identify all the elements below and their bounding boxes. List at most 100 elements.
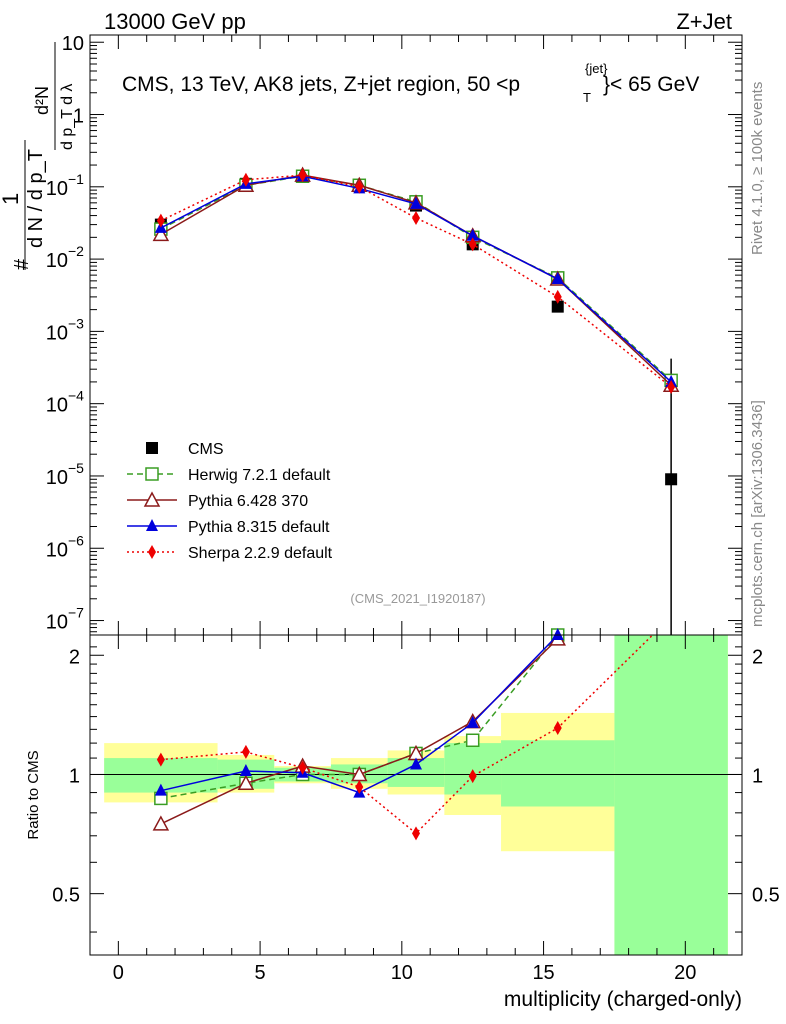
ratio-point [298,760,307,775]
y-tick-label-top: 10 [46,539,68,561]
ratio-point [355,779,364,794]
legend-marker [148,545,156,559]
ratio-point [553,721,562,736]
ylabel-lead: 1 [0,193,23,205]
analysis-id: (CMS_2021_I1920187) [350,591,485,606]
ratio-point [239,764,252,777]
y-tick-label-top-exp: −3 [68,315,84,331]
data-point [665,473,678,486]
ratio-point [241,744,250,759]
legend-marker [146,519,158,531]
ylabel-num: d²N [32,86,52,115]
legend-entry-3: Pythia 8.315 default [127,519,330,536]
data-point [156,213,165,228]
ratio-tick-label-right: 2 [752,646,763,668]
ratio-point [466,715,479,728]
header-right: Z+Jet [676,9,732,34]
legend-marker [146,442,158,454]
y-tick-label-top: 10 [46,250,68,272]
ratio-tick-label-right: 1 [752,765,763,787]
ratio-point [468,769,477,784]
series-line-top [160,174,672,388]
y-axis-label-ratio: Ratio to CMS [25,750,42,839]
band-green-6 [501,740,615,807]
series-4 [156,168,676,841]
y-tick-label-top: 10 [46,178,68,200]
ratio-tick-label-right: 0.5 [752,885,780,907]
series-1 [154,169,678,806]
ylabel-lead-den: d N / d p_T [25,149,47,248]
legend: CMS Herwig 7.2.1 default Pythia 6.428 370 P… [127,441,333,562]
band-green-5 [444,743,502,795]
y-tick-label-top: 10 [46,612,68,634]
ratio-point [465,733,480,748]
data-point [667,380,676,395]
plot-title: CMS, 13 TeV, AK8 jets, Z+jet region, 50 … [122,73,520,96]
legend-label: CMS [188,441,224,458]
rivet-label: Rivet 4.1.0, ≥ 100k events [749,82,766,255]
ratio-tick-label-left: 0.5 [52,885,80,907]
uncertainty-bands [90,635,742,955]
legend-entry-0: CMS [146,441,224,458]
ratio-point [412,826,420,841]
ratio-panel-frame [89,634,743,956]
data-point [410,196,422,209]
ratio-point [410,757,422,770]
y-tick-label-top: 10 [62,33,84,55]
ylabel-den: d p_T d λ [59,84,76,150]
legend-marker [143,491,161,507]
y-tick-label-top: 1 [73,106,84,128]
data-point [152,225,170,242]
x-tick-label: 10 [391,962,413,984]
ratio-point [237,774,255,791]
data-point [551,300,564,313]
x-tick-label: 5 [255,962,266,984]
data-point [355,179,364,194]
legend-entry-4: Sherpa 2.2.9 default [127,545,333,562]
data-point [466,228,479,241]
legend-label: Pythia 8.315 default [188,519,330,536]
y-tick-label-top: 10 [46,467,68,489]
y-tick-label-top-exp: −5 [68,460,84,476]
ratio-point [154,783,167,796]
legend-marker [145,467,159,481]
data-point [551,272,564,285]
legend-label: Pythia 6.428 370 [188,493,308,510]
ylabel-hash: # [11,258,33,270]
ratio-point [551,628,564,640]
data-point [298,168,307,183]
y-axis-label-top: # 1 d N / d p_T d²N d p_T d λ [0,42,76,270]
x-axis-label: multiplicity (charged-only) [504,988,742,1011]
legend-label: Herwig 7.2.1 default [188,467,331,484]
y-tick-label-top-exp: −7 [68,605,84,621]
y-tick-label-top: 10 [46,395,68,417]
x-tick-label: 20 [674,962,696,984]
series-line-ratio [160,635,654,835]
legend-label: Sherpa 2.2.9 default [188,545,333,562]
legend-entry-2: Pythia 6.428 370 [127,491,308,510]
ratio-point [156,752,165,767]
x-tick-label: 0 [113,962,124,984]
data-point [412,211,420,226]
y-tick-label-top-exp: −4 [68,388,84,404]
header-left: 13000 GeV pp [104,9,246,34]
mcplots-label: mcplots.cern.ch [arXiv:1306.3436] [749,400,766,627]
title-subscript: T [583,90,591,105]
legend-entry-1: Herwig 7.2.1 default [127,467,331,484]
data-point [468,237,477,252]
y-tick-label-top-exp: −6 [68,532,84,548]
ratio-point [152,815,170,831]
title-superscript: {jet} [585,61,608,76]
band-green-7 [614,635,728,955]
data-point [553,289,562,304]
title-suffix: }< 65 GeV [603,73,699,96]
x-tick-label: 15 [532,962,554,984]
ratio-tick-label-left: 1 [69,765,80,787]
y-tick-label-top-exp: −2 [68,243,84,259]
y-tick-label-top: 10 [46,322,68,344]
series-group [152,166,680,841]
series-line-top [160,175,672,383]
y-tick-label-top-exp: −1 [68,171,84,187]
